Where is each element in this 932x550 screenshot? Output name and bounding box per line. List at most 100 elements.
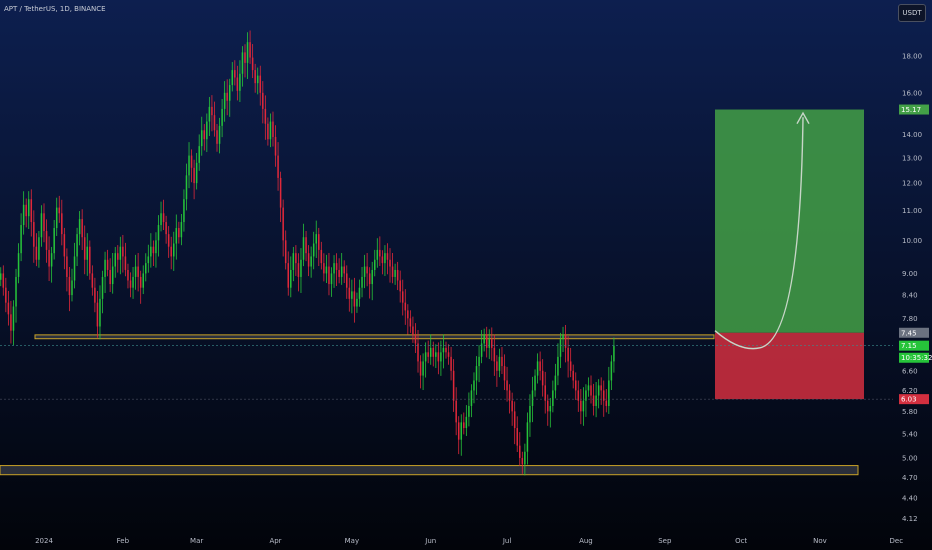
candle-body (608, 380, 610, 406)
candle-body (0, 273, 2, 280)
candle-body (157, 225, 160, 241)
candle-body (267, 123, 269, 140)
candle-body (78, 219, 81, 235)
stop-zone (715, 332, 864, 400)
candle-body (38, 237, 40, 260)
candle-body (455, 400, 457, 423)
candle-body (145, 263, 147, 274)
candle-body (358, 287, 361, 299)
candle-body (137, 266, 139, 277)
candle-body (53, 228, 55, 254)
candle-body (213, 115, 216, 131)
candle-body (17, 253, 20, 277)
candle-body (129, 280, 132, 288)
candle-body (457, 422, 460, 440)
candle-body (478, 356, 480, 367)
candle-body (503, 366, 506, 381)
y-tick-label: 5.40 (902, 430, 918, 438)
candle-body (475, 366, 478, 381)
candle-body (353, 291, 356, 307)
candle-body (501, 356, 503, 367)
y-tick-label: 14.00 (902, 131, 922, 139)
candle-body (226, 92, 228, 101)
candle-body (195, 162, 198, 184)
candle-body (386, 253, 389, 260)
candle-body (172, 243, 175, 257)
candle-body (104, 259, 106, 277)
candle-body (279, 177, 282, 208)
x-tick-label: Jul (502, 537, 512, 545)
price-label-box (899, 340, 929, 351)
candle-body (592, 395, 595, 406)
candle-body (526, 422, 529, 452)
candle-body (463, 422, 465, 429)
x-tick-label: Feb (117, 537, 130, 545)
candle-body (447, 352, 450, 357)
candle-body (122, 246, 124, 257)
candle-body (12, 306, 15, 331)
candle-body (346, 273, 348, 288)
zone-resistance (34, 334, 715, 340)
candle-body (602, 390, 605, 401)
candle-body (343, 266, 345, 274)
x-tick-label: Sep (658, 537, 672, 545)
candle-body (50, 253, 53, 267)
currency-unit-button[interactable]: USDT (898, 4, 926, 22)
candle-body (450, 356, 452, 371)
candle-body (552, 390, 554, 406)
y-tick-label: 18.00 (902, 52, 922, 60)
candle-body (508, 390, 511, 401)
candle-body (239, 73, 241, 91)
candle-body (435, 352, 437, 357)
candle-body (287, 263, 290, 288)
candle-body (106, 259, 109, 270)
candle-body (401, 291, 404, 303)
candle-body (124, 256, 127, 270)
candle-body (193, 167, 195, 184)
candle-body (155, 240, 157, 254)
candle-body (223, 92, 226, 109)
candle-body (422, 361, 424, 376)
candle-body (101, 276, 104, 299)
candle-body (465, 416, 468, 429)
candle-body (119, 246, 122, 260)
candle-body (389, 259, 391, 267)
candle-body (264, 108, 267, 124)
candle-body (20, 225, 22, 254)
candle-body (111, 266, 114, 285)
candle-body (574, 380, 577, 391)
candle-body (590, 385, 592, 396)
target-zone (715, 109, 864, 333)
x-tick-label: Oct (735, 537, 747, 545)
candle-body (5, 287, 7, 303)
candle-body (549, 405, 552, 412)
candle-body (348, 287, 351, 299)
price-label: 7.15 (901, 342, 917, 350)
candle-body (480, 343, 483, 357)
candle-body (91, 273, 94, 288)
candle-body (175, 228, 178, 244)
candle-body (445, 347, 447, 353)
candle-body (511, 400, 513, 412)
candle-body (516, 428, 518, 446)
price-label: 7.45 (901, 329, 917, 337)
candle-body (600, 385, 602, 391)
candle-body (165, 222, 167, 235)
candle-body (63, 234, 66, 257)
candle-body (483, 334, 485, 344)
candle-body (412, 326, 414, 335)
candle-body (440, 352, 442, 362)
candle-body (211, 106, 213, 116)
candle-body (473, 380, 475, 391)
candle-body (295, 253, 297, 264)
y-tick-label: 10.00 (902, 237, 922, 245)
candle-body (468, 405, 470, 417)
candle-body (200, 130, 203, 147)
candle-body (218, 125, 221, 144)
candle-body (379, 249, 381, 257)
symbol-title[interactable]: APT / TetherUS, 1D, BINANCE (4, 5, 106, 13)
candle-body (30, 199, 33, 223)
y-tick-label: 13.00 (902, 154, 922, 162)
candle-body (127, 269, 129, 281)
